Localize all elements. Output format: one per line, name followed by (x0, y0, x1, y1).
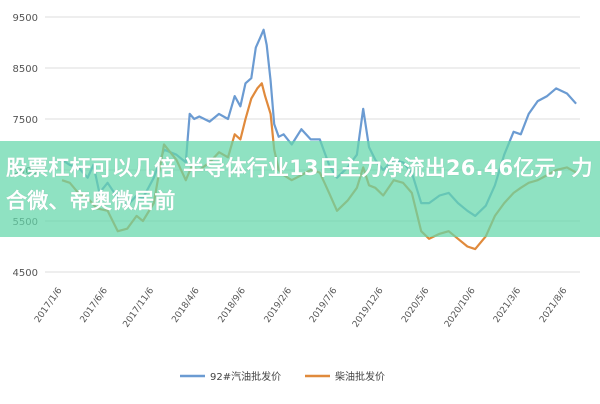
x-tick-label: 2018/9/6 (217, 286, 249, 325)
x-tick-label: 2019/12/6 (351, 286, 386, 330)
x-tick-label: 2019/7/6 (308, 286, 340, 325)
chart-legend: 92#汽油批发价 柴油批发价 (180, 370, 385, 383)
x-tick-label: 2018/4/6 (170, 286, 202, 325)
x-tick-label: 2020/10/6 (443, 286, 478, 330)
y-tick-label: 8500 (13, 64, 38, 75)
x-tick-label: 2021/3/6 (492, 286, 524, 325)
headline-overlay-band (0, 141, 600, 237)
y-tick-label: 9500 (13, 13, 38, 24)
headline-text: 股票杠杆可以几倍 半导体行业13日主力净流出26.46亿元, 力合微、帝奥微居前 (6, 156, 593, 213)
x-tick-label: 2019/2/6 (263, 286, 295, 325)
legend-label: 92#汽油批发价 (210, 370, 281, 383)
y-tick-label: 4500 (13, 268, 38, 279)
x-tick-label: 2017/1/6 (33, 286, 65, 325)
x-tick-label: 2021/8/6 (538, 286, 570, 325)
x-tick-label: 2017/11/6 (122, 286, 157, 330)
x-tick-label: 2017/6/6 (79, 286, 111, 325)
x-tick-label: 2020/5/6 (400, 286, 432, 325)
y-tick-label: 7500 (13, 115, 38, 126)
x-axis-ticks: 2017/1/6 2017/6/6 2017/11/6 2018/4/6 2018/9/… (33, 286, 570, 330)
legend-label: 柴油批发价 (335, 370, 385, 383)
